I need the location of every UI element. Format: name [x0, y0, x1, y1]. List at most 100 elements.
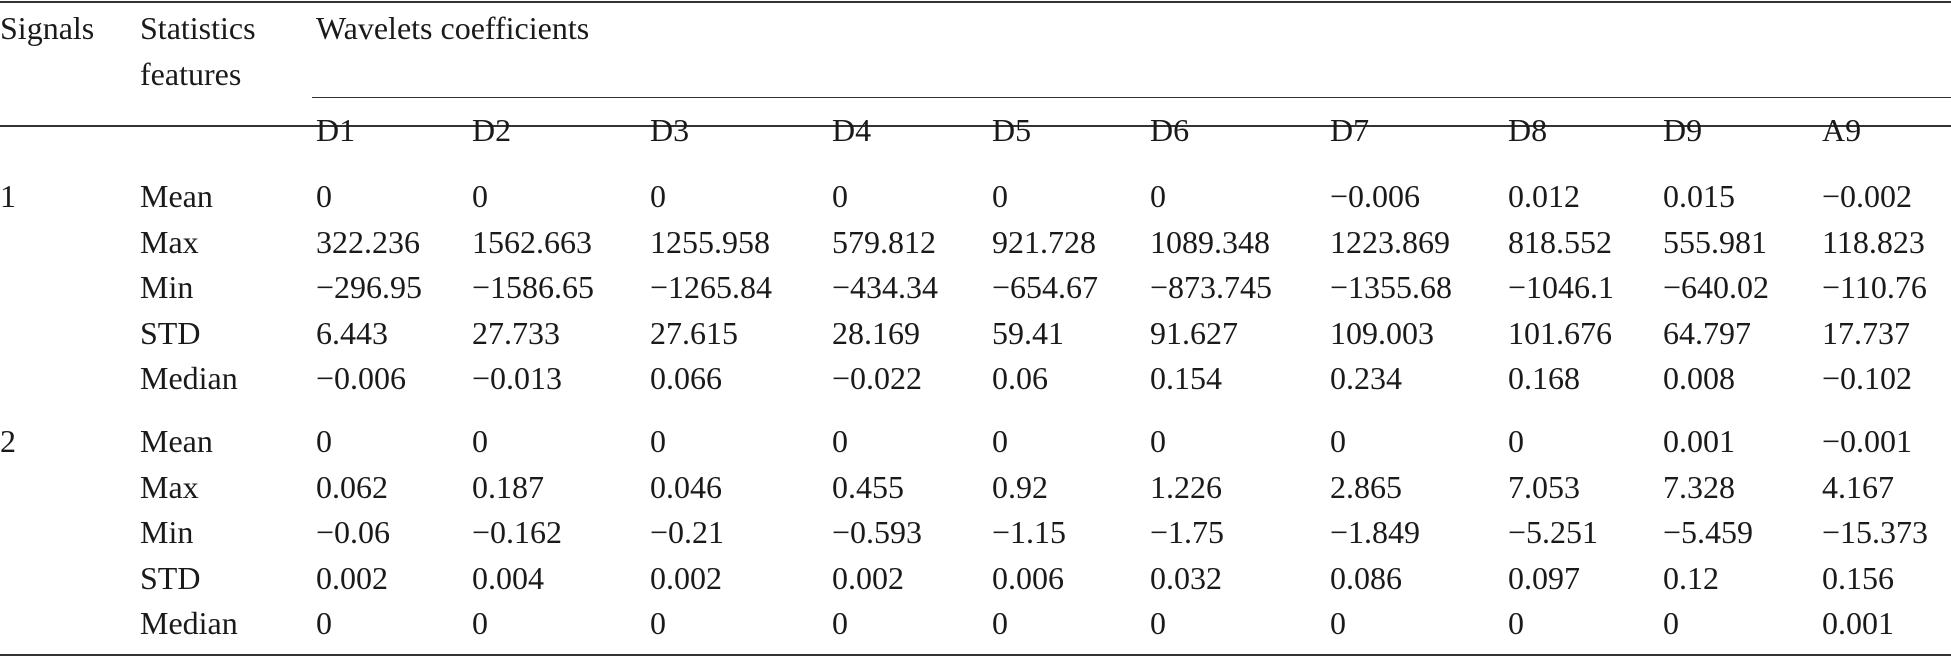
table-cell: 0	[650, 423, 666, 459]
table-cell: 0.006	[992, 559, 1064, 596]
table-cell: 0.154	[1150, 360, 1222, 396]
column-header-d3: D3	[650, 112, 690, 148]
feature-label: Median	[140, 605, 238, 641]
table-cell: 0.046	[650, 468, 722, 505]
table-cell: 322.236	[316, 223, 420, 260]
table-cell: −0.162	[472, 514, 563, 550]
table-cell: −873.745	[1150, 269, 1273, 305]
table-cell: −0.013	[472, 360, 563, 396]
table-cell: −5.251	[1508, 514, 1599, 550]
table-cell: 1255.958	[650, 223, 770, 260]
table-cell: 0.004	[472, 559, 544, 596]
table-cell: 0.234	[1330, 360, 1402, 396]
feature-label: STD	[140, 559, 201, 596]
table-cell: −0.022	[832, 360, 923, 396]
column-header-d8: D8	[1508, 112, 1548, 148]
table-cell: −0.21	[650, 514, 725, 550]
table-cell: 0.002	[832, 559, 904, 596]
table-cell: 0	[316, 178, 332, 214]
table-cell: 59.41	[992, 314, 1064, 351]
table-cell: 17.737	[1822, 314, 1910, 351]
table-cell: 0	[650, 178, 666, 214]
column-header-a9: A9	[1822, 112, 1862, 148]
table-cell: −1586.65	[472, 269, 595, 305]
column-header-d5: D5	[992, 112, 1032, 148]
table-cell: −1.15	[992, 514, 1067, 550]
table-cell: 0.001	[1822, 605, 1894, 641]
table-cell: 579.812	[832, 223, 936, 260]
table-cell: 0	[1663, 605, 1679, 641]
table-cell: −0.593	[832, 514, 923, 550]
header-wavelets-coefficients: Wavelets coefficients	[316, 10, 590, 46]
table-cell: 0	[472, 605, 488, 641]
table-cell: 0.187	[472, 468, 544, 505]
table-cell: −0.002	[1822, 178, 1913, 214]
table-cell: −296.95	[316, 269, 423, 305]
table-cell: 28.169	[832, 314, 920, 351]
table-cell: −640.02	[1663, 269, 1770, 305]
column-header-d1: D1	[316, 112, 356, 148]
table-cell: 1.226	[1150, 468, 1222, 505]
table-cell: −1.75	[1150, 514, 1225, 550]
column-header-d4: D4	[832, 112, 872, 148]
feature-label: Max	[140, 223, 199, 260]
table-cell: 0.001	[1663, 423, 1735, 459]
table-cell: −434.34	[832, 269, 939, 305]
signal-label: 1	[0, 178, 16, 214]
column-header-d9: D9	[1663, 112, 1703, 148]
table-cell: 0.06	[992, 360, 1048, 396]
table-cell: 0.012	[1508, 178, 1580, 214]
bottom-rule	[0, 654, 1951, 656]
table-cell: 0.097	[1508, 559, 1580, 596]
table-cell: 7.053	[1508, 468, 1580, 505]
table-cell: 0.066	[650, 360, 722, 396]
header-signals: Signals	[0, 10, 95, 46]
table-cell: −1.849	[1330, 514, 1421, 550]
table-cell: 0	[1330, 605, 1346, 641]
table-cell: 118.823	[1822, 223, 1925, 260]
table-cell: 0	[650, 605, 666, 641]
table-cell: 0.086	[1330, 559, 1402, 596]
table-cell: 0	[992, 178, 1008, 214]
table-cell: 0.032	[1150, 559, 1222, 596]
top-rule	[0, 1, 1951, 3]
table-cell: 1562.663	[472, 223, 592, 260]
table-cell: −1265.84	[650, 269, 773, 305]
table-cell: 0.008	[1663, 360, 1735, 396]
table-cell: 109.003	[1330, 314, 1434, 351]
feature-label: Min	[140, 514, 194, 550]
table-cell: 0	[832, 605, 848, 641]
table-cell: 0	[992, 605, 1008, 641]
table-cell: 0	[1150, 605, 1166, 641]
table-cell: 0.92	[992, 468, 1048, 505]
header-statistics-features-line2: features	[140, 56, 242, 92]
table-cell: −654.67	[992, 269, 1099, 305]
table-cell: 0.002	[316, 559, 388, 596]
table-cell: 0	[1508, 423, 1524, 459]
table-cell: 4.167	[1822, 468, 1894, 505]
header-statistics-features-line1: Statistics	[140, 10, 256, 46]
table-cell: −110.76	[1822, 269, 1927, 305]
table-cell: 0	[1150, 178, 1166, 214]
table-cell: 7.328	[1663, 468, 1735, 505]
table-cell: 0	[832, 178, 848, 214]
table-cell: 0	[316, 423, 332, 459]
column-header-d6: D6	[1150, 112, 1190, 148]
table-cell: 91.627	[1150, 314, 1238, 351]
table-cell: 1089.348	[1150, 223, 1270, 260]
table-cell: 0	[1508, 605, 1524, 641]
table-cell: 0	[316, 605, 332, 641]
table-cell: 27.615	[650, 314, 738, 351]
table-cell: −5.459	[1663, 514, 1754, 550]
table-cell: 0.12	[1663, 559, 1719, 596]
feature-label: Median	[140, 360, 238, 396]
table-cell: −1355.68	[1330, 269, 1453, 305]
table-cell: 0.002	[650, 559, 722, 596]
feature-label: STD	[140, 314, 201, 351]
column-header-d2: D2	[472, 112, 512, 148]
table-cell: −0.102	[1822, 360, 1913, 396]
table-cell: 0	[992, 423, 1008, 459]
column-header-d7: D7	[1330, 112, 1370, 148]
table-cell: −0.001	[1822, 423, 1913, 459]
